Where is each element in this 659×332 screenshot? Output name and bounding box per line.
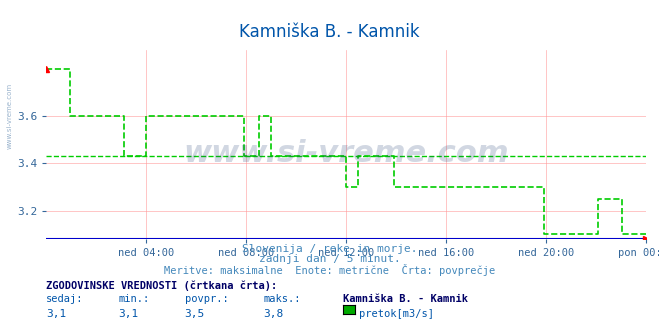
Text: Slovenija / reke in morje.: Slovenija / reke in morje.	[242, 244, 417, 254]
Text: www.si-vreme.com: www.si-vreme.com	[183, 139, 509, 168]
Text: zadnji dan / 5 minut.: zadnji dan / 5 minut.	[258, 254, 401, 264]
Text: min.:: min.:	[119, 294, 150, 304]
Text: 3,5: 3,5	[185, 309, 205, 319]
Text: sedaj:: sedaj:	[46, 294, 84, 304]
Text: 3,8: 3,8	[264, 309, 284, 319]
Text: Meritve: maksimalne  Enote: metrične  Črta: povprečje: Meritve: maksimalne Enote: metrične Črta…	[164, 264, 495, 276]
Text: maks.:: maks.:	[264, 294, 301, 304]
Text: ZGODOVINSKE VREDNOSTI (črtkana črta):: ZGODOVINSKE VREDNOSTI (črtkana črta):	[46, 281, 277, 291]
Text: Kamniška B. - Kamnik: Kamniška B. - Kamnik	[343, 294, 468, 304]
Text: Kamniška B. - Kamnik: Kamniška B. - Kamnik	[239, 23, 420, 41]
Text: 3,1: 3,1	[119, 309, 139, 319]
Text: povpr.:: povpr.:	[185, 294, 228, 304]
Text: www.si-vreme.com: www.si-vreme.com	[7, 83, 13, 149]
Text: 3,1: 3,1	[46, 309, 67, 319]
Text: pretok[m3/s]: pretok[m3/s]	[359, 309, 434, 319]
